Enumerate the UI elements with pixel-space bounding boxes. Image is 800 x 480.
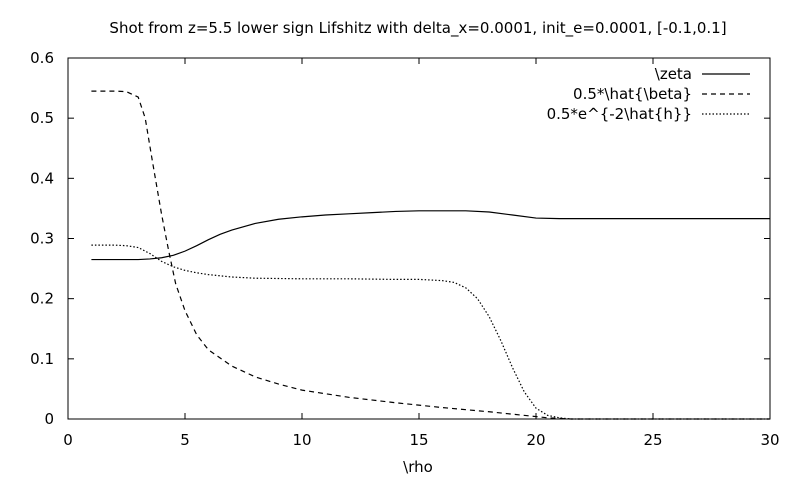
y-tick-label: 0.1 [30,350,54,368]
y-tick-label: 0.5 [30,109,54,127]
series-lines [91,90,770,420]
legend-label: 0.5*e^{-2\hat{h}} [547,105,692,123]
series-line-0 [91,210,770,261]
x-tick-label: 5 [180,431,190,449]
y-tick-label: 0 [44,410,54,428]
x-tick-label: 25 [643,431,662,449]
x-axis-label: \rho [403,458,433,476]
x-tick-label: 30 [760,431,779,449]
legend: \zeta 0.5*\hat{\beta} 0.5*e^{-2\hat{h}} [547,65,750,123]
x-tick-label: 10 [292,431,311,449]
x-tick-label: 20 [526,431,545,449]
legend-label: \zeta [655,65,692,83]
y-tick-label: 0.6 [30,49,54,67]
y-tick-label: 0.4 [30,169,54,187]
y-tick-label: 0.3 [30,230,54,248]
x-tick-label: 0 [63,431,73,449]
y-tick-label: 0.2 [30,290,54,308]
x-tick-label: 15 [409,431,428,449]
axis-ticks: 0 5 10 15 20 25 30 0 0.1 0.2 0.3 0.4 0.5 0.6 [30,49,779,449]
series-line-2 [91,244,770,420]
series-line-1 [91,90,770,420]
chart-title: Shot from z=5.5 lower sign Lifshitz with… [109,19,726,38]
legend-label: 0.5*\hat{\beta} [573,85,692,103]
